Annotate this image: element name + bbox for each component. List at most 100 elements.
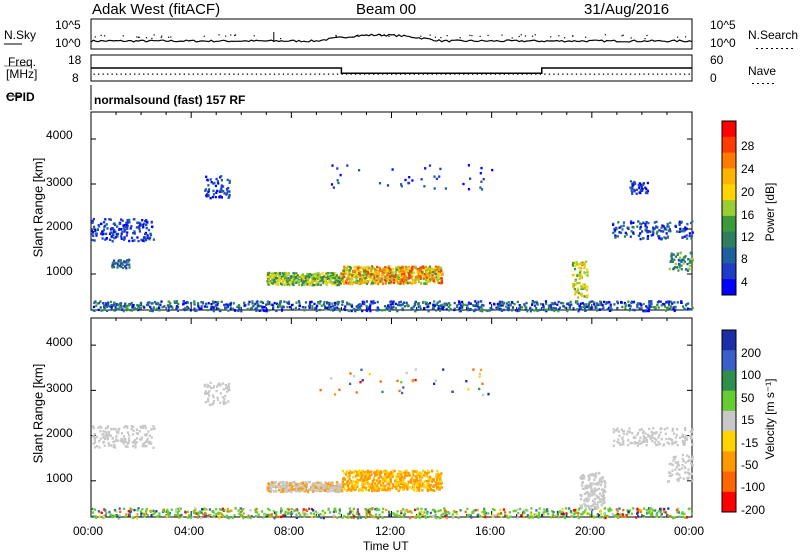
vel-patch [596,503,599,507]
power-ground-scatter [466,307,470,310]
vel-ground-scatter [239,507,242,510]
vel-ground-scatter [366,508,370,512]
nave-dot-line [508,73,510,75]
power-patch [139,223,142,226]
power-patch [126,219,129,222]
power-ground-scatter [173,300,176,303]
power-ground-scatter [157,301,160,305]
power-patch [629,186,632,189]
power-echo-band [280,275,283,278]
vel-patch [107,441,110,445]
vel-echo-band [327,482,330,486]
sky-panel-frame [90,18,693,50]
power-echo-band [319,273,322,276]
power-echo-band [296,274,299,277]
vel-patch [671,440,674,443]
vel-echo-band [438,488,441,491]
power-ground-scatter [583,307,586,310]
power-ground-scatter [498,305,501,309]
power-patch [578,271,582,274]
power-ground-scatter [552,302,555,306]
power-echo-band [274,277,278,280]
power-echo-band [284,283,287,286]
power-ground-scatter [647,309,650,313]
power-echo-band [324,274,328,277]
power-ground-scatter [298,308,301,311]
vel-ground-scatter [105,512,108,515]
vel-echo-band [350,482,354,486]
power-patch [91,219,94,223]
vel-patch [654,432,657,435]
power-ground-scatter [469,308,473,311]
power-ground-scatter [642,309,645,313]
vel-patch [587,474,590,478]
power-ground-scatter [495,306,498,309]
vel-patch [221,382,224,385]
vel-patch [598,471,601,475]
power-ground-scatter [102,308,105,312]
vel-ground-scatter [113,509,116,512]
vel-patch [117,439,120,442]
power-ground-scatter [668,300,671,303]
power-echo-band [404,281,407,284]
vel-echo-band [290,488,293,491]
power-echo-band [425,281,429,285]
search-noise-dot [335,36,337,38]
power-ground-scatter [139,302,142,305]
power-echo-band [279,282,282,285]
vel-echo-band [356,485,359,488]
power-patch [210,181,213,184]
vel-ground-scatter [551,510,554,513]
nave-dot [772,83,774,84]
vel-ground-scatter [433,509,436,512]
nave-dot-line [138,73,140,75]
vel-patch [132,445,135,448]
vel-ground-scatter [562,512,565,515]
vel-echo-band [291,481,294,485]
vel-patch [670,438,674,442]
vel-ground-scatter [542,513,545,516]
power-patch [118,222,121,226]
vel-ground-scatter [221,507,225,510]
nave-dot-line [674,73,677,75]
power-ground-scatter [578,304,581,307]
vel-echo-band [345,473,348,476]
power-echo-band [339,282,343,285]
power-echo-band [424,279,427,282]
power-ground-scatter [189,309,192,312]
power-ground-scatter [102,302,105,305]
power-ground-scatter [331,305,334,308]
power-echo-band [283,279,286,282]
vel-ground-scatter [302,512,305,515]
power-patch [482,178,485,181]
power-ground-scatter [650,300,653,303]
power-ground-scatter [252,305,255,308]
power-echo-band [325,282,329,285]
power-echo-band [372,280,375,283]
power-ground-scatter [507,308,510,312]
power-ground-scatter [175,300,179,303]
power-ground-scatter [507,306,510,310]
power-patch [691,260,694,263]
power-echo-band [350,267,353,270]
vel-echo-band [388,484,392,487]
vel-patch [112,440,115,444]
vel-echo-band [348,482,351,485]
power-patch [207,190,210,194]
vel-echo-band [412,489,416,492]
power-patch [631,190,634,194]
power-ground-scatter [381,309,384,312]
power-ground-scatter [323,301,326,304]
vel-ground-scatter [537,516,540,519]
power-ground-scatter [109,300,112,304]
vel-echo-band [374,474,377,477]
vel-echo-band [405,486,409,489]
vel-ground-scatter [201,508,204,511]
power-patch [113,262,116,265]
vel-echo-band [387,480,390,483]
power-echo-band [282,279,285,282]
vel-echo-band [434,481,437,484]
vel-ground-scatter [520,514,523,517]
power-echo-band [388,277,391,280]
power-patch [346,164,349,167]
